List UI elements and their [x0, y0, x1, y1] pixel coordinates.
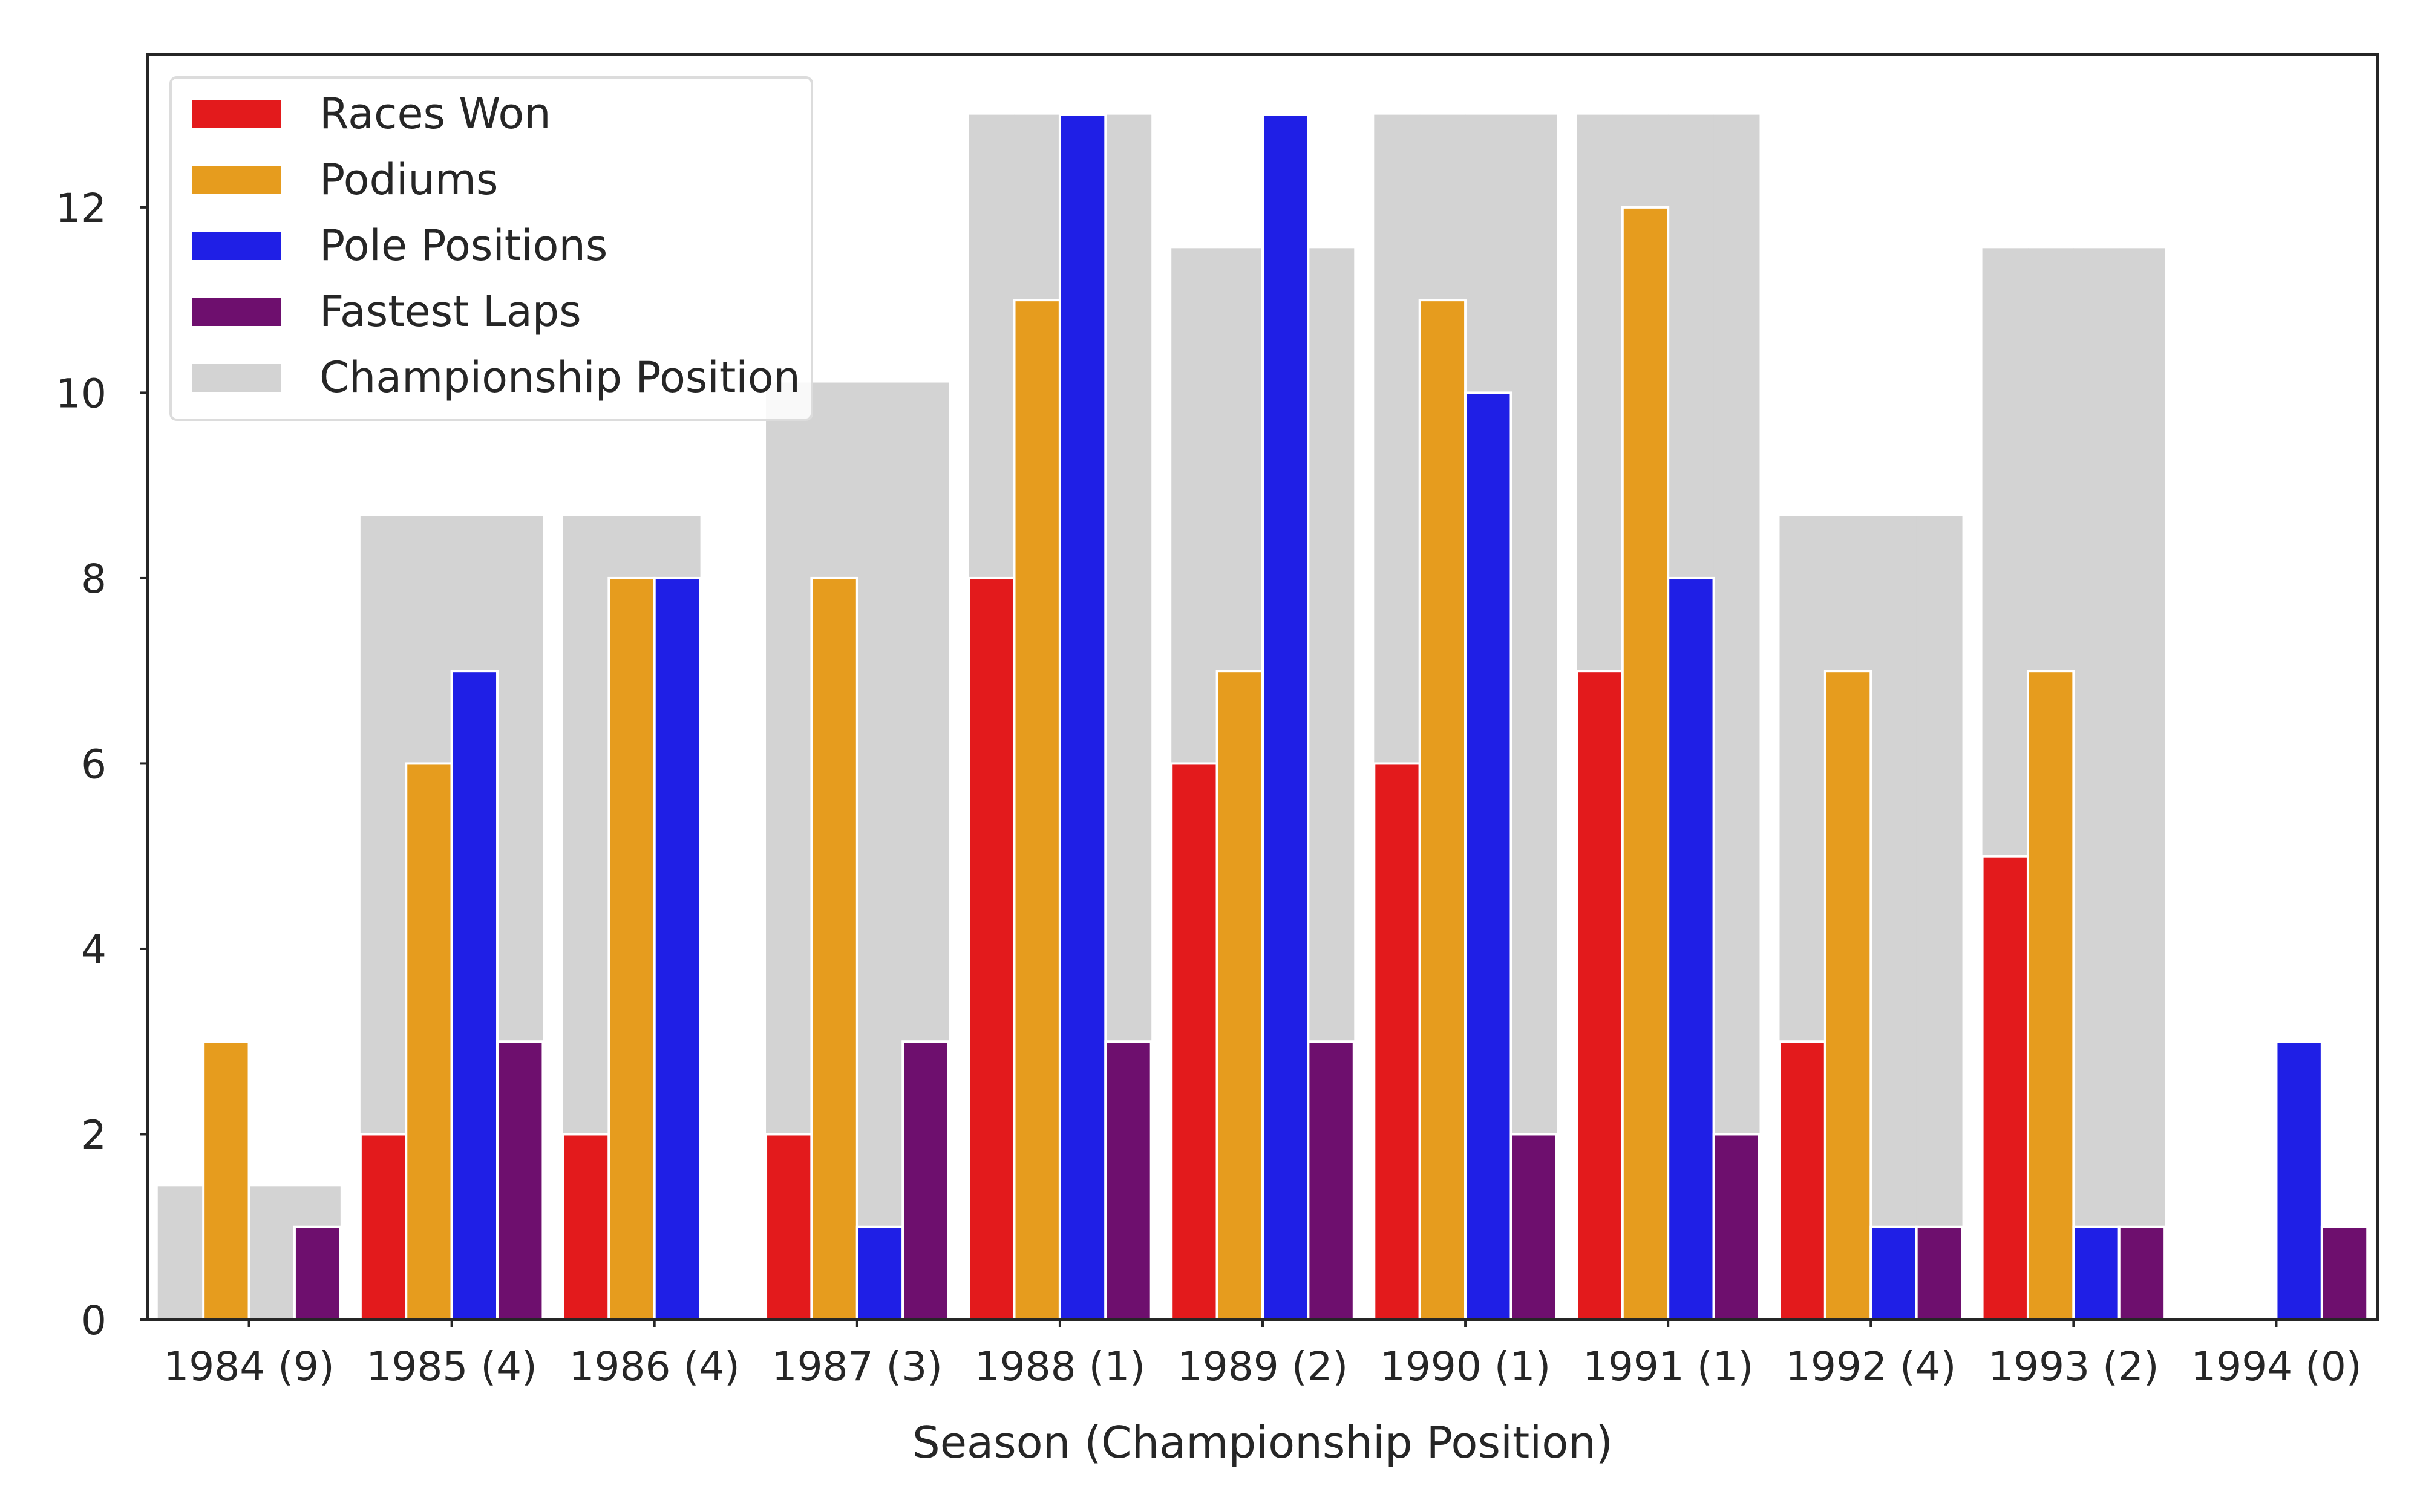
legend: Races Won Podiums Pole Positions Fastest La…	[169, 76, 813, 421]
races-won-bar	[359, 1133, 408, 1321]
x-tick-label: 1989 (2)	[1177, 1343, 1348, 1390]
y-tick-label: 6	[81, 741, 106, 787]
races-won-bar	[1575, 670, 1624, 1321]
pole-positions-bar	[2072, 1225, 2121, 1321]
x-tick-label: 1984 (9)	[163, 1343, 334, 1390]
pole-positions-bar	[1667, 576, 1715, 1321]
championship-position-bar	[1713, 114, 1760, 1320]
legend-frame	[169, 76, 813, 421]
podiums-bar	[810, 576, 858, 1321]
races-won-bar	[967, 576, 1016, 1321]
data-bars	[202, 113, 2369, 1321]
fastest-laps-bar	[901, 1040, 950, 1321]
x-tick-label: 1994 (0)	[2191, 1343, 2361, 1390]
pole-positions-bar	[1869, 1225, 1918, 1321]
legend-label: Fastest Laps	[319, 287, 581, 336]
x-axis: 1984 (9) 1985 (4) 1986 (4) 1987 (3) 1988 (1)…	[163, 1320, 2362, 1390]
legend-label: Races Won	[319, 89, 551, 138]
podiums-bar	[607, 576, 656, 1321]
fastest-laps-bar	[293, 1225, 342, 1321]
podiums-bar	[202, 1040, 250, 1321]
x-tick-label: 1990 (1)	[1380, 1343, 1551, 1390]
podiums-bar	[2026, 670, 2075, 1321]
championship-position-bar	[1511, 114, 1557, 1320]
championship-position-bar	[2119, 248, 2165, 1320]
championship-position-bar	[857, 382, 903, 1320]
races-won-bar	[1778, 1040, 1826, 1321]
races-won-bar	[561, 1133, 610, 1321]
legend-swatch	[192, 298, 281, 326]
podiums-bar	[1013, 299, 1061, 1321]
legend-swatch	[192, 232, 281, 260]
x-tick-label: 1985 (4)	[366, 1343, 537, 1390]
legend-swatch	[192, 364, 281, 392]
fastest-laps-bar	[1509, 1133, 1558, 1321]
y-tick-label: 0	[81, 1297, 106, 1344]
pole-positions-bar	[450, 670, 499, 1321]
legend-swatch	[192, 166, 281, 194]
pole-positions-bar	[1261, 113, 1310, 1321]
fastest-laps-bar	[1307, 1040, 1355, 1321]
pole-positions-bar	[653, 576, 702, 1321]
legend-label: Pole Positions	[319, 221, 607, 270]
y-axis: 0 2 4 6 8 10 12	[56, 185, 148, 1344]
legend-label: Championship Position	[319, 353, 800, 402]
x-tick-label: 1992 (4)	[1785, 1343, 1956, 1390]
x-tick-label: 1986 (4)	[569, 1343, 740, 1390]
podiums-bar	[405, 762, 453, 1321]
races-won-bar	[1373, 762, 1421, 1321]
y-tick-label: 10	[56, 370, 106, 417]
x-tick-label: 1991 (1)	[1583, 1343, 1753, 1390]
podiums-bar	[1215, 670, 1264, 1321]
fastest-laps-bar	[1712, 1133, 1761, 1321]
races-won-bar	[1170, 762, 1218, 1321]
x-tick-label: 1993 (2)	[1988, 1343, 2159, 1390]
fastest-laps-bar	[2320, 1225, 2369, 1321]
pole-positions-bar	[1464, 391, 1512, 1321]
y-tick-label: 2	[81, 1112, 106, 1158]
fastest-laps-bar	[496, 1040, 544, 1321]
podiums-bar	[1823, 670, 1872, 1321]
championship-position-bar	[2073, 248, 2120, 1320]
pole-positions-bar	[1058, 113, 1107, 1321]
championship-position-bar	[1871, 516, 1917, 1320]
y-tick-label: 8	[81, 556, 106, 602]
fastest-laps-bar	[2118, 1225, 2167, 1321]
podiums-bar	[1621, 206, 1670, 1321]
podiums-bar	[1418, 299, 1467, 1321]
fastest-laps-bar	[1915, 1225, 1964, 1321]
championship-position-bar	[249, 1186, 295, 1320]
championship-position-bar	[157, 1186, 204, 1320]
x-axis-title: Season (Championship Position)	[912, 1417, 1613, 1468]
pole-positions-bar	[2275, 1040, 2323, 1321]
pole-positions-bar	[855, 1225, 904, 1321]
legend-swatch	[192, 100, 281, 128]
x-tick-label: 1988 (1)	[975, 1343, 1145, 1390]
y-tick-label: 12	[56, 185, 106, 232]
fastest-laps-bar	[1104, 1040, 1153, 1321]
races-won-bar	[765, 1133, 813, 1321]
legend-label: Podiums	[319, 155, 498, 204]
championship-position-bar	[1916, 516, 1963, 1320]
x-tick-label: 1987 (3)	[772, 1343, 943, 1390]
races-won-bar	[1981, 855, 2029, 1321]
y-tick-label: 4	[81, 927, 106, 973]
